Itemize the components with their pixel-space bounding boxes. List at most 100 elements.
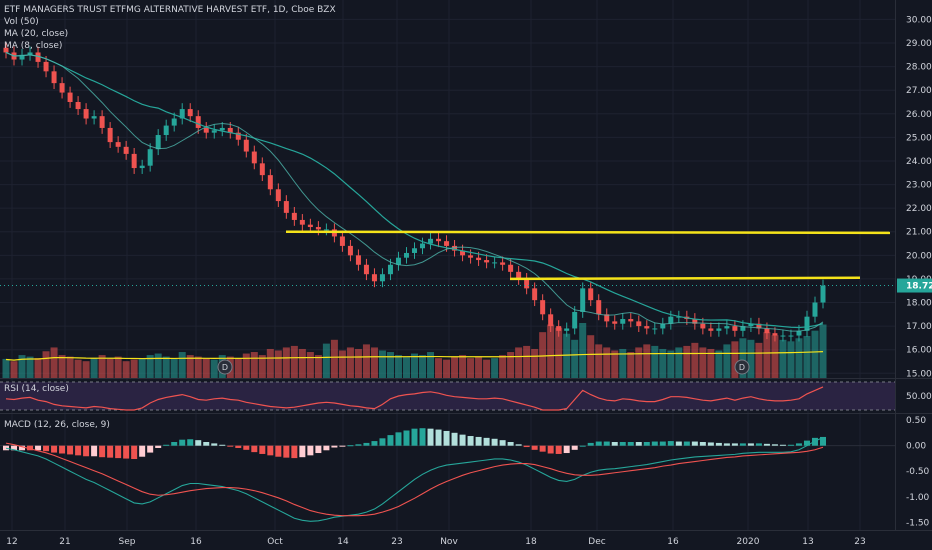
candle-body bbox=[764, 328, 770, 334]
candle-body bbox=[275, 189, 281, 202]
volume-bar bbox=[170, 358, 178, 378]
volume-bar bbox=[715, 350, 723, 378]
volume-bar bbox=[731, 341, 739, 378]
volume-bar bbox=[659, 348, 667, 378]
time-tick-label: 14 bbox=[337, 537, 349, 547]
volume-bar bbox=[683, 345, 691, 378]
volume-bar bbox=[491, 358, 499, 378]
volume-bar bbox=[306, 352, 314, 378]
dividend-marker bbox=[734, 359, 750, 375]
candle-body bbox=[147, 149, 153, 166]
volume-bar bbox=[667, 350, 675, 378]
macd-histogram-bar bbox=[259, 445, 266, 454]
candle-body bbox=[708, 328, 714, 331]
macd-histogram-bar bbox=[331, 445, 338, 448]
candle-body bbox=[580, 288, 586, 312]
macd-histogram-bar bbox=[571, 445, 578, 450]
volume-bar bbox=[178, 352, 186, 378]
volume-bar bbox=[771, 335, 779, 378]
volume-bar bbox=[459, 355, 467, 378]
volume-bar bbox=[18, 355, 26, 378]
macd-histogram-bar bbox=[499, 440, 506, 446]
macd-line bbox=[5, 437, 824, 522]
macd-histogram-bar bbox=[555, 445, 562, 454]
candle-body bbox=[644, 326, 650, 329]
candle-body bbox=[323, 229, 329, 231]
volume-bar bbox=[595, 344, 603, 378]
dividend-marker bbox=[217, 359, 233, 375]
candle-body bbox=[171, 118, 177, 126]
candle-body bbox=[51, 71, 57, 84]
candle-body bbox=[251, 151, 257, 164]
macd-histogram-bar bbox=[395, 432, 402, 446]
volume-bar bbox=[314, 355, 322, 378]
candle-body bbox=[420, 243, 426, 249]
candle-body bbox=[107, 127, 113, 143]
candle-body bbox=[187, 109, 193, 117]
candle-body bbox=[660, 323, 666, 329]
candle-body bbox=[267, 175, 273, 190]
macd-histogram-bar bbox=[67, 445, 74, 455]
macd-histogram-bar bbox=[123, 445, 130, 459]
macd-histogram-bar bbox=[811, 437, 818, 446]
macd-histogram-bar bbox=[795, 443, 802, 446]
macd-histogram-bar bbox=[507, 442, 514, 446]
volume-bar bbox=[322, 343, 330, 378]
candle-body bbox=[99, 116, 105, 128]
volume-bar bbox=[547, 324, 555, 378]
volume-bar bbox=[202, 358, 210, 378]
macd-histogram-bar bbox=[147, 445, 154, 453]
candle-body bbox=[211, 130, 217, 133]
macd-legend: MACD (12, 26, close, 9) bbox=[4, 420, 110, 430]
macd-histogram-bar bbox=[547, 445, 554, 454]
candle-body bbox=[235, 132, 241, 140]
macd-tick-label: 0.00 bbox=[906, 442, 926, 452]
macd-histogram-bar bbox=[131, 445, 138, 460]
price-tick-label: 26.00 bbox=[906, 110, 932, 120]
macd-histogram-bar bbox=[491, 438, 498, 446]
macd-histogram-bar bbox=[523, 445, 530, 448]
volume-bar bbox=[130, 359, 138, 378]
candle-body bbox=[203, 127, 209, 133]
volume-bar bbox=[290, 345, 298, 378]
time-tick-label: 2020 bbox=[737, 537, 760, 547]
volume-ma-line bbox=[5, 351, 824, 361]
price-tick-label: 29.00 bbox=[906, 39, 932, 49]
macd-histogram-bar bbox=[787, 444, 794, 446]
volume-bar bbox=[362, 344, 370, 378]
macd-histogram-bar bbox=[275, 445, 282, 457]
candle-body bbox=[387, 264, 393, 275]
macd-histogram-bar bbox=[179, 439, 186, 446]
volume-bar bbox=[266, 348, 274, 378]
volume-bar bbox=[739, 338, 747, 378]
volume-bar bbox=[338, 350, 346, 378]
candle-body bbox=[756, 323, 762, 329]
volume-bar bbox=[122, 361, 130, 378]
candle-body bbox=[716, 328, 722, 331]
price-tick-label: 16.00 bbox=[906, 346, 932, 356]
candle-body bbox=[43, 61, 49, 72]
volume-bar bbox=[26, 356, 34, 378]
candle-body bbox=[732, 326, 738, 331]
volume-bar bbox=[803, 335, 811, 378]
candle-body bbox=[516, 271, 522, 279]
macd-histogram-bar bbox=[419, 428, 426, 446]
candle-body bbox=[315, 227, 321, 230]
macd-histogram-bar bbox=[483, 437, 490, 446]
macd-histogram-bar bbox=[755, 443, 762, 446]
candle-body bbox=[259, 163, 265, 176]
macd-histogram-bar bbox=[139, 445, 146, 457]
macd-histogram-bar bbox=[243, 445, 250, 450]
volume-bar bbox=[651, 345, 659, 378]
macd-histogram-bar bbox=[451, 432, 458, 446]
macd-histogram-bar bbox=[739, 443, 746, 446]
price-tick-label: 28.00 bbox=[906, 63, 932, 73]
candle-body bbox=[572, 311, 578, 329]
macd-histogram-bar bbox=[195, 440, 202, 446]
macd-histogram-bar bbox=[219, 444, 226, 446]
macd-histogram-bar bbox=[387, 435, 394, 446]
time-tick-label: 21 bbox=[59, 537, 70, 547]
macd-histogram-bar bbox=[603, 441, 610, 446]
macd-histogram-bar bbox=[715, 442, 722, 446]
